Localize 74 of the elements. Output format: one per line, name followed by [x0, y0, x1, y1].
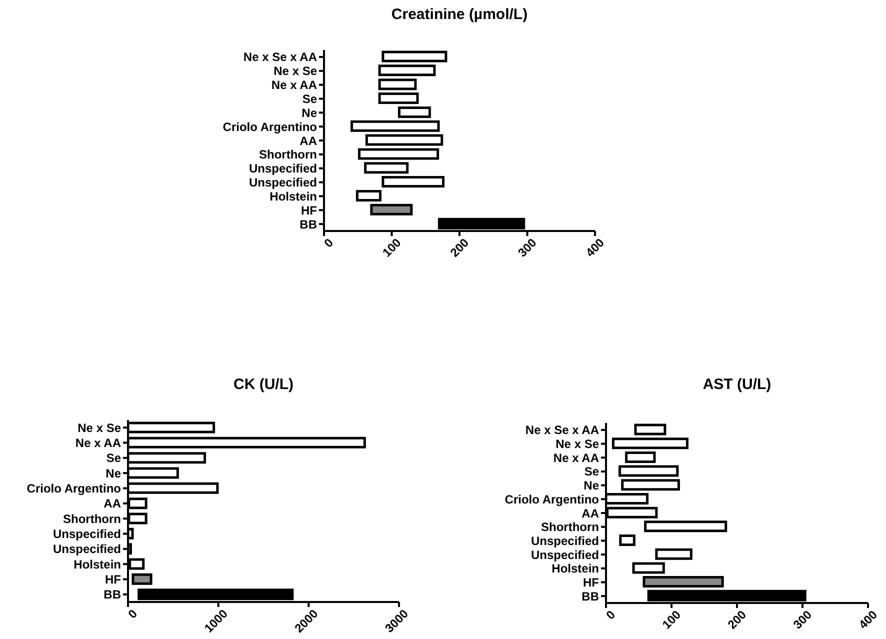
x-tick-label: 200 — [447, 235, 472, 260]
bar — [378, 92, 419, 104]
x-tick-label: 100 — [659, 607, 684, 632]
y-tick-label: Se — [302, 92, 318, 106]
bar — [642, 576, 724, 588]
y-tick-label: Criolo Argentino — [222, 120, 317, 134]
y-tick-label: Ne x AA — [553, 450, 600, 465]
y-tick-label: BB — [300, 217, 318, 232]
x-tick-label: 400 — [582, 235, 608, 260]
chart-title: AST (U/L) — [702, 375, 772, 395]
chart-title: Creatinine (µmol/L) — [390, 5, 529, 25]
y-tick-label: Ne x Se x AA — [525, 423, 600, 438]
y-tick-label: Ne x AA — [271, 78, 318, 92]
y-tick-label: HF — [105, 572, 121, 587]
x-tick-label: 0 — [125, 606, 140, 622]
y-tick-label: Ne x AA — [75, 436, 122, 450]
y-tick-label: Ne x Se x AA — [243, 50, 318, 64]
bar — [370, 204, 413, 216]
y-tick-label: HF — [301, 203, 317, 218]
bar — [655, 548, 692, 560]
y-tick-label: Ne x Se — [78, 420, 122, 435]
bar — [619, 534, 636, 546]
bar — [634, 424, 666, 436]
bar — [378, 78, 417, 90]
bar — [378, 64, 436, 76]
bar — [365, 134, 444, 146]
x-tick-label: 200 — [724, 607, 750, 632]
y-tick-label: Holstein — [552, 562, 599, 576]
y-tick-label: Ne — [302, 106, 318, 120]
y-tick-label: Holstein — [270, 189, 317, 204]
x-tick-label: 300 — [790, 607, 815, 632]
y-tick-label: Unspecified — [52, 527, 121, 542]
y-tick-label: Ne x Se — [556, 437, 600, 452]
bar — [644, 520, 728, 532]
y-tick-label: Se — [106, 451, 122, 466]
y-tick-label: Shorthorn — [541, 520, 599, 534]
bar — [364, 162, 409, 174]
x-tick-label: 100 — [380, 235, 404, 260]
y-tick-label: BB — [582, 589, 600, 604]
bar — [618, 465, 679, 477]
bar — [382, 176, 444, 188]
bar — [612, 438, 688, 450]
y-tick-label: AA — [300, 134, 318, 148]
y-tick-label: Criolo Argentino — [26, 482, 121, 496]
x-tick-label: 0 — [321, 235, 336, 250]
y-tick-label: Unspecified — [248, 162, 317, 176]
bar — [398, 106, 431, 118]
y-tick-label: Se — [584, 464, 600, 479]
y-tick-label: Unspecified — [52, 542, 121, 556]
y-tick-label: Ne — [584, 478, 600, 493]
bar — [356, 190, 382, 202]
y-tick-label: Unspecified — [530, 548, 599, 562]
y-tick-label: AA — [582, 506, 600, 520]
x-tick-label: 400 — [856, 607, 880, 632]
chart-title: CK (U/L) — [232, 375, 294, 395]
y-tick-label: Unspecified — [530, 534, 599, 548]
bar — [358, 148, 440, 160]
y-tick-label: Unspecified — [248, 176, 317, 190]
y-tick-label: AA — [104, 496, 122, 511]
bar — [382, 50, 448, 62]
y-tick-label: Ne x Se — [274, 64, 318, 78]
y-tick-label: Shorthorn — [259, 148, 317, 162]
y-tick-label: Ne — [106, 466, 122, 480]
x-tick-label: 0 — [603, 607, 618, 622]
y-tick-label: HF — [583, 575, 599, 590]
y-tick-label: Holstein — [74, 557, 121, 572]
y-tick-label: BB — [104, 588, 122, 602]
x-tick-label: 300 — [515, 235, 540, 260]
bar — [350, 120, 440, 132]
bar — [632, 562, 665, 574]
y-tick-label: Shorthorn — [63, 512, 121, 526]
bar — [625, 451, 656, 463]
bar — [621, 479, 680, 491]
y-tick-label: Criolo Argentino — [504, 492, 599, 506]
